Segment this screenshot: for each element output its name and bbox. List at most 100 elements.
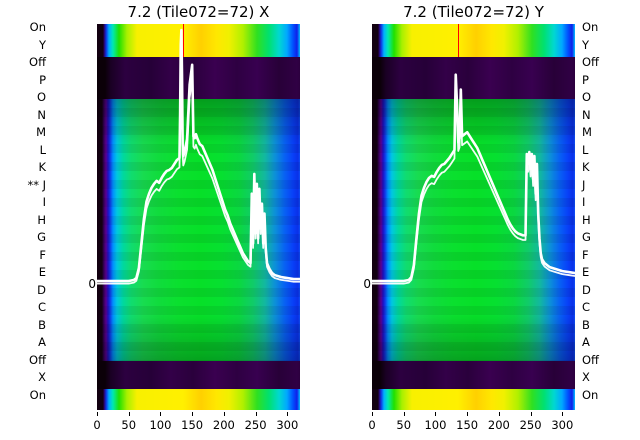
x-tick-label-right-300: 300 [551, 418, 574, 432]
overlay-trace-right [372, 73, 575, 285]
x-tick-label-right-200: 200 [487, 418, 510, 432]
x-tick-mark-left-50 [128, 412, 130, 416]
category-label-right-x-20: X [582, 370, 590, 385]
x-tick-label-right-0: 0 [368, 418, 376, 432]
category-label-left-on-0: On [29, 20, 46, 34]
category-label-left-a-18: A [38, 335, 46, 350]
category-label-right-h-11: H [582, 212, 591, 227]
category-label-left-h-11: H [37, 212, 46, 227]
x-tick-label-left-100: 100 [149, 418, 172, 432]
x-tick-label-left-250: 250 [244, 418, 267, 432]
category-label-left-l-7: L [39, 142, 46, 157]
spectrum-band-top-right [372, 24, 575, 57]
category-label-left-b-17: B [38, 317, 46, 332]
category-label-right-on-0: On [582, 20, 599, 34]
category-label-right-k-8: K [582, 160, 590, 175]
ytick-leftpanel-right-20: 20 [300, 88, 316, 102]
ytick-left-0: 0 [88, 277, 96, 291]
category-label-left-x-20: X [38, 370, 46, 385]
category-label-right-o-4: O [582, 90, 592, 105]
x-tick-mark-right-50 [403, 412, 405, 416]
ytick-leftpanel-right-0: 0 [300, 277, 308, 291]
category-label-left-p-3: P [39, 72, 46, 87]
x-tick-mark-left-0 [97, 412, 98, 416]
x-tick-mark-left-300 [287, 412, 289, 416]
x-tick-mark-right-0 [372, 412, 373, 416]
ytick-leftpanel-right-15: 15 [300, 144, 316, 158]
ytick-leftpanel-right-5: 5 [300, 233, 308, 247]
ytick-right-10: - 10 [347, 200, 371, 214]
category-label-left-j-9: ** J [0, 177, 46, 192]
ytick-left-20: - 20 [72, 88, 96, 102]
spectrogram-left[interactable] [97, 24, 300, 410]
ytick-left-10: - 10 [72, 200, 96, 214]
x-tick-label-left-0: 0 [93, 418, 101, 432]
x-tick-label-left-200: 200 [212, 418, 235, 432]
x-tick-label-right-150: 150 [456, 418, 479, 432]
category-label-left-o-4: O [36, 90, 46, 105]
category-label-right-m-6: M [582, 125, 592, 140]
x-tick-label-right-250: 250 [519, 418, 542, 432]
x-tick-mark-left-150 [192, 412, 194, 416]
x-tick-mark-left-250 [255, 412, 257, 416]
category-label-right-y-1: Y [582, 37, 590, 52]
off-band-top-left [97, 57, 300, 99]
category-label-left-e-14: E [38, 265, 46, 280]
x-tick-label-right-50: 50 [396, 418, 412, 432]
spectrum-band-bottom-left [97, 389, 300, 410]
category-label-left-g-12: G [37, 230, 46, 245]
category-label-right-d-15: D [582, 282, 591, 297]
category-highlight-marker: ** [27, 177, 43, 192]
ytick-left-5: - 5 [80, 233, 96, 247]
category-label-right-b-17: B [582, 317, 590, 332]
category-label-right-a-18: A [582, 335, 590, 350]
category-label-left-m-6: M [36, 125, 46, 140]
ytick-right-0: 0 [363, 277, 371, 291]
spectrum-band-top-left [97, 24, 300, 57]
x-tick-mark-right-200 [498, 412, 500, 416]
ytick-right-20: - 20 [347, 88, 371, 102]
category-label-left-y-1: Y [38, 37, 46, 52]
panel-title-left: 7.2 (Tile072=72) X [127, 3, 270, 21]
category-label-left-on-21: On [29, 388, 46, 402]
ytick-left-25: - 25 [72, 32, 96, 46]
x-tick-mark-right-150 [467, 412, 469, 416]
category-label-right-on-21: On [582, 388, 599, 402]
category-label-text: J [42, 177, 46, 192]
marker-line-right [457, 24, 459, 57]
x-tick-label-left-150: 150 [181, 418, 204, 432]
category-label-right-off-2: Off [582, 55, 599, 70]
overlay-trace-left [97, 28, 300, 285]
category-label-right-off-19: Off [582, 352, 599, 367]
x-tick-mark-left-200 [223, 412, 225, 416]
category-label-left-c-16: C [37, 300, 46, 315]
x-tick-mark-right-300 [562, 412, 564, 416]
category-label-right-i-10: I [582, 195, 586, 210]
x-tick-label-left-50: 50 [121, 418, 137, 432]
category-label-left-off-2: Off [29, 55, 46, 70]
ytick-left-15: - 15 [72, 144, 96, 158]
spectrogram-right[interactable] [372, 24, 575, 410]
ytick-right-25: - 25 [347, 32, 371, 46]
off-band-top-right [372, 57, 575, 99]
ytick-leftpanel-right-25: 25 [300, 32, 316, 46]
x-tick-mark-left-100 [160, 412, 162, 416]
spectrum-band-bottom-right [372, 389, 575, 410]
x-tick-label-left-300: 300 [276, 418, 299, 432]
marker-line-left [182, 24, 184, 57]
category-label-left-i-10: I [42, 195, 46, 210]
x-tick-label-right-100: 100 [424, 418, 447, 432]
category-label-right-f-13: F [582, 247, 589, 262]
off-band-bottom-left [97, 361, 300, 389]
category-label-right-n-5: N [582, 107, 591, 122]
category-label-left-off-19: Off [29, 352, 46, 367]
category-label-right-l-7: L [582, 142, 589, 157]
x-tick-mark-right-250 [530, 412, 532, 416]
category-label-right-e-14: E [582, 265, 590, 280]
x-tick-mark-right-100 [435, 412, 437, 416]
category-label-right-p-3: P [582, 72, 589, 87]
ytick-right-5: - 5 [355, 233, 371, 247]
panel-title-right: 7.2 (Tile072=72) Y [403, 3, 544, 21]
category-label-left-f-13: F [39, 247, 46, 262]
